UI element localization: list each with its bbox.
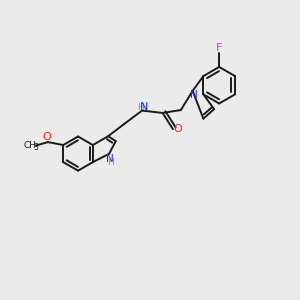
Text: N: N [190, 90, 198, 100]
Text: 3: 3 [34, 143, 39, 152]
Text: N: N [140, 102, 148, 112]
Text: O: O [174, 124, 183, 134]
Text: F: F [216, 43, 222, 53]
Text: CH: CH [24, 141, 37, 150]
Text: H: H [107, 158, 114, 166]
Text: N: N [106, 154, 114, 164]
Text: H: H [137, 103, 144, 112]
Text: O: O [43, 132, 51, 142]
